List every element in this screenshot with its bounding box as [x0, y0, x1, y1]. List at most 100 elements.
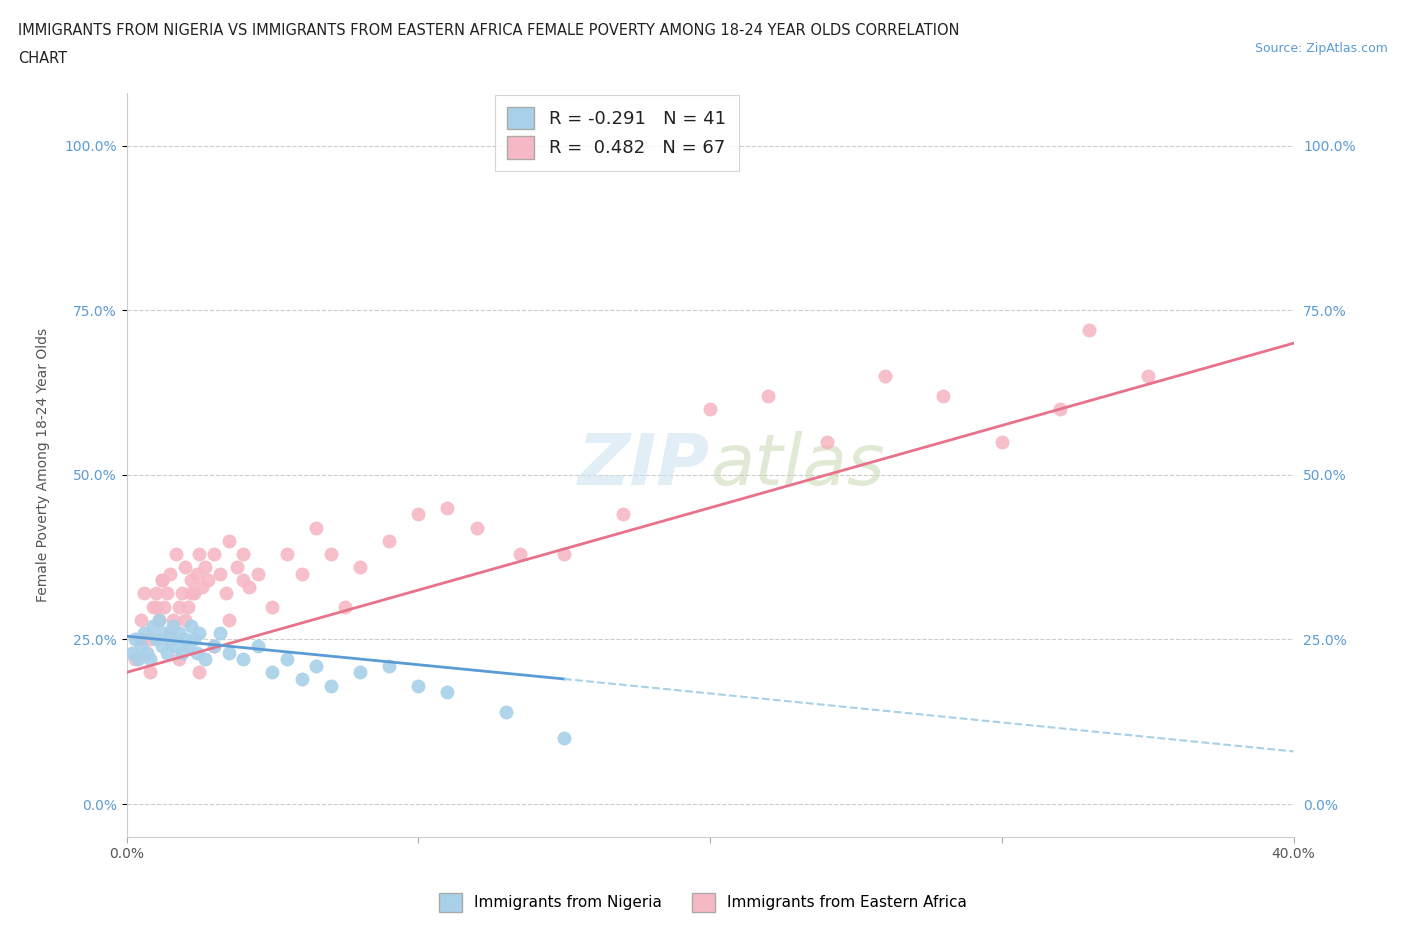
Point: [150, 573, 173, 588]
Point: [139, 665, 162, 680]
Point: [408, 678, 430, 693]
Point: [165, 639, 187, 654]
Point: [1136, 368, 1159, 383]
Point: [202, 639, 225, 654]
Point: [145, 586, 167, 601]
Point: [159, 632, 181, 647]
Point: [262, 665, 284, 680]
Text: ZIP: ZIP: [578, 431, 710, 499]
Point: [202, 639, 225, 654]
Point: [174, 560, 197, 575]
Point: [162, 618, 184, 633]
Point: [553, 547, 575, 562]
Text: CHART: CHART: [18, 51, 67, 66]
Point: [202, 547, 225, 562]
Point: [167, 626, 190, 641]
Point: [218, 645, 240, 660]
Point: [319, 547, 342, 562]
Point: [276, 547, 298, 562]
Point: [186, 645, 208, 660]
Point: [465, 520, 488, 535]
Point: [174, 612, 197, 627]
Point: [188, 626, 211, 641]
Point: [159, 626, 181, 641]
Point: [1049, 402, 1071, 417]
Point: [319, 678, 342, 693]
Point: [180, 586, 202, 601]
Point: [139, 652, 162, 667]
Point: [875, 368, 897, 383]
Text: atlas: atlas: [710, 431, 884, 499]
Point: [215, 586, 238, 601]
Point: [156, 586, 179, 601]
Point: [124, 632, 146, 647]
Y-axis label: Female Poverty Among 18-24 Year Olds: Female Poverty Among 18-24 Year Olds: [37, 328, 51, 602]
Point: [509, 547, 531, 562]
Point: [180, 573, 202, 588]
Point: [167, 652, 190, 667]
Point: [139, 632, 162, 647]
Point: [174, 632, 197, 647]
Point: [349, 560, 371, 575]
Point: [142, 599, 165, 614]
Point: [177, 599, 200, 614]
Point: [218, 533, 240, 548]
Point: [121, 645, 143, 660]
Point: [124, 652, 146, 667]
Point: [495, 704, 517, 719]
Point: [188, 665, 211, 680]
Point: [335, 599, 357, 614]
Point: [148, 612, 170, 627]
Text: IMMIGRANTS FROM NIGERIA VS IMMIGRANTS FROM EASTERN AFRICA FEMALE POVERTY AMONG 1: IMMIGRANTS FROM NIGERIA VS IMMIGRANTS FR…: [18, 23, 960, 38]
Point: [150, 573, 173, 588]
Point: [148, 612, 170, 627]
Point: [276, 652, 298, 667]
Point: [246, 639, 269, 654]
Point: [191, 579, 214, 594]
Point: [1078, 323, 1101, 338]
Point: [183, 586, 205, 601]
Point: [208, 566, 231, 581]
Point: [436, 500, 458, 515]
Point: [129, 632, 152, 647]
Point: [290, 671, 312, 686]
Point: [305, 658, 328, 673]
Point: [159, 566, 181, 581]
Point: [127, 652, 149, 667]
Point: [553, 731, 575, 746]
Point: [378, 533, 401, 548]
Point: [305, 520, 328, 535]
Point: [136, 645, 159, 660]
Point: [129, 612, 152, 627]
Point: [612, 507, 634, 522]
Legend: R = -0.291   N = 41, R =  0.482   N = 67: R = -0.291 N = 41, R = 0.482 N = 67: [495, 95, 738, 171]
Point: [290, 566, 312, 581]
Point: [232, 652, 254, 667]
Point: [990, 434, 1012, 449]
Point: [408, 507, 430, 522]
Point: [180, 618, 202, 633]
Point: [142, 618, 165, 633]
Legend: Immigrants from Nigeria, Immigrants from Eastern Africa: Immigrants from Nigeria, Immigrants from…: [433, 887, 973, 918]
Point: [150, 639, 173, 654]
Text: Source: ZipAtlas.com: Source: ZipAtlas.com: [1254, 42, 1388, 55]
Point: [165, 547, 187, 562]
Point: [246, 566, 269, 581]
Point: [145, 632, 167, 647]
Point: [188, 547, 211, 562]
Point: [129, 639, 152, 654]
Point: [232, 573, 254, 588]
Point: [145, 599, 167, 614]
Point: [170, 645, 193, 660]
Point: [262, 599, 284, 614]
Point: [197, 573, 219, 588]
Point: [194, 652, 217, 667]
Point: [699, 402, 721, 417]
Point: [436, 684, 458, 699]
Point: [194, 560, 217, 575]
Point: [238, 579, 260, 594]
Point: [167, 599, 190, 614]
Point: [815, 434, 838, 449]
Point: [132, 626, 155, 641]
Point: [208, 626, 231, 641]
